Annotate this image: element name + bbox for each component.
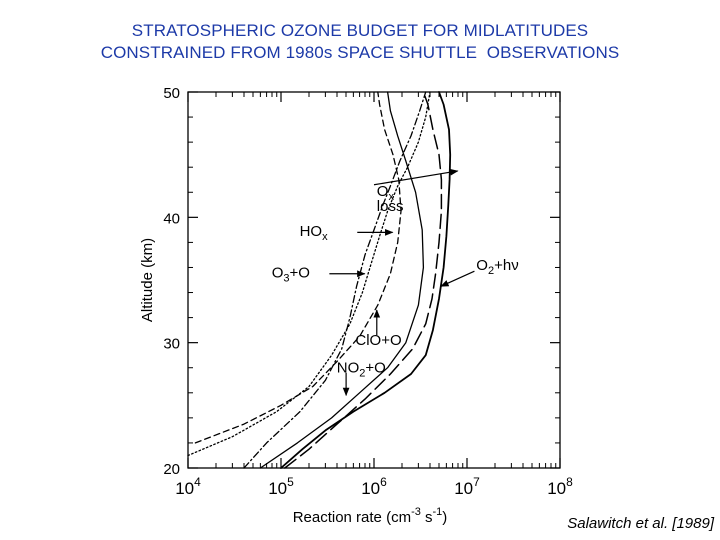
series-hox bbox=[243, 91, 427, 469]
x-tick-label: 108 bbox=[547, 475, 573, 498]
series-ox-loss bbox=[280, 91, 452, 469]
x-axis-label: Reaction rate (cm-3 s-1) bbox=[293, 506, 448, 526]
series-o3-o bbox=[187, 91, 431, 457]
annotation-label-o3o: O3+O bbox=[272, 264, 310, 284]
x-tick-label: 105 bbox=[268, 475, 294, 498]
y-tick-label: 20 bbox=[163, 461, 180, 478]
annotation-arrow-o2hv bbox=[440, 270, 475, 287]
plot-frame bbox=[187, 91, 561, 469]
annotation-label-o2hv: O2+hν bbox=[476, 257, 518, 277]
annotation-label-hox: HOx bbox=[300, 223, 329, 243]
y-axis-label: Altitude (km) bbox=[139, 238, 156, 322]
x-tick-label: 107 bbox=[454, 475, 480, 498]
x-tick-label: 104 bbox=[175, 475, 201, 498]
title-line-1: STRATOSPHERIC OZONE BUDGET FOR MIDLATITU… bbox=[131, 21, 589, 40]
chart-title: STRATOSPHERIC OZONE BUDGET FOR MIDLATITU… bbox=[0, 20, 720, 64]
annotation-label-ox_loss: loss bbox=[377, 198, 404, 215]
series-no2-o bbox=[259, 91, 425, 469]
series-clo-o bbox=[194, 91, 402, 444]
citation: Salawitch et al. [1989] bbox=[567, 515, 714, 532]
annotation-label-no2o: NO2+O bbox=[337, 360, 386, 380]
series-o2-h- bbox=[284, 91, 443, 469]
annotation-label-ox_loss: Ox bbox=[377, 183, 395, 203]
y-tick-label: 40 bbox=[163, 210, 180, 227]
y-tick-label: 30 bbox=[163, 336, 180, 353]
annotation-label-cloo: ClO+O bbox=[355, 332, 401, 349]
annotation-arrow-ox_loss bbox=[373, 168, 459, 186]
x-tick-label: 106 bbox=[361, 475, 387, 498]
y-tick-label: 50 bbox=[163, 85, 180, 102]
title-line-2: CONSTRAINED FROM 1980s SPACE SHUTTLE OBS… bbox=[100, 43, 620, 62]
